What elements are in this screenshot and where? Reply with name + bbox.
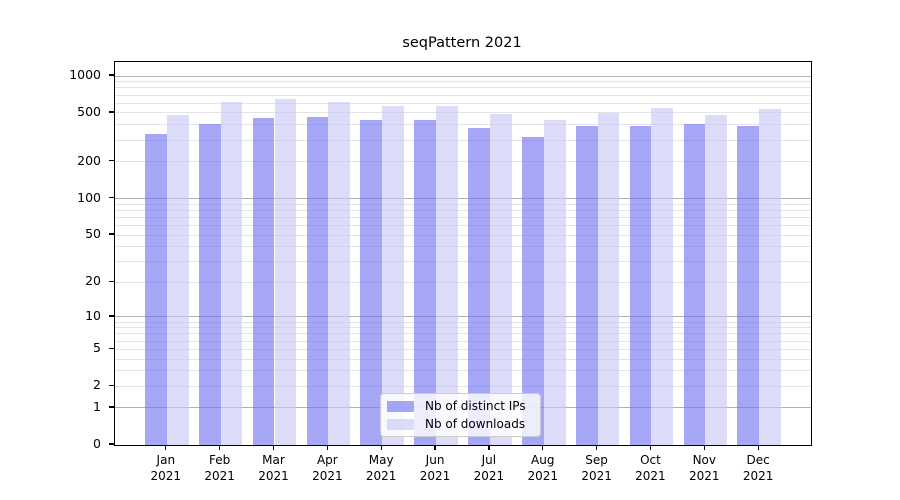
legend-swatch-downloads bbox=[387, 418, 414, 430]
y-tick-label: 200 bbox=[77, 152, 101, 168]
gridline-minor bbox=[115, 281, 811, 283]
x-tick-label: Aug 2021 bbox=[527, 453, 559, 483]
gridline-minor bbox=[115, 81, 811, 83]
bar-distinct-ips-nov bbox=[683, 124, 706, 445]
bar-distinct-ips-aug bbox=[521, 136, 544, 445]
gridline-minor bbox=[115, 203, 811, 205]
gridline-minor bbox=[115, 340, 811, 342]
y-tick-label: 100 bbox=[77, 189, 101, 205]
x-tick-label: Jun 2021 bbox=[419, 453, 451, 483]
gridline-minor bbox=[115, 385, 811, 387]
bars-layer bbox=[115, 62, 811, 445]
y-tick-label: 2 bbox=[93, 377, 101, 393]
legend: Nb of distinct IPs Nb of downloads bbox=[380, 393, 541, 437]
bar-distinct-ips-apr bbox=[306, 116, 329, 445]
bar-downloads-oct bbox=[651, 108, 674, 445]
y-tick-label: 10 bbox=[85, 307, 101, 323]
bar-distinct-ips-mar bbox=[252, 118, 275, 445]
bar-distinct-ips-may bbox=[360, 119, 383, 445]
gridline-major bbox=[115, 75, 811, 77]
y-tick-label: 5 bbox=[93, 340, 101, 356]
gridline-minor bbox=[115, 370, 811, 372]
gridline-minor bbox=[115, 348, 811, 350]
legend-label-downloads: Nb of downloads bbox=[425, 417, 526, 431]
x-tick-label: Jan 2021 bbox=[150, 453, 182, 483]
legend-item-downloads: Nb of downloads bbox=[387, 415, 532, 433]
gridline-minor bbox=[115, 246, 811, 248]
bar-distinct-ips-feb bbox=[198, 124, 221, 445]
bar-distinct-ips-dec bbox=[737, 125, 760, 445]
gridline-minor bbox=[115, 102, 811, 104]
gridline-minor bbox=[115, 234, 811, 236]
plot-area bbox=[114, 61, 812, 446]
gridline-minor bbox=[115, 358, 811, 360]
y-tick-label: 20 bbox=[85, 273, 101, 289]
bar-distinct-ips-jan bbox=[145, 133, 167, 445]
x-tick-label: Feb 2021 bbox=[204, 453, 235, 483]
gridline-minor bbox=[115, 333, 811, 335]
y-tick-label: 50 bbox=[85, 225, 101, 241]
gridline-minor bbox=[115, 209, 811, 211]
gridline-minor bbox=[115, 112, 811, 114]
bar-downloads-jan bbox=[166, 115, 189, 445]
gridline-minor bbox=[115, 161, 811, 163]
y-tick-label: 1 bbox=[93, 398, 101, 414]
gridline-minor bbox=[115, 224, 811, 226]
x-tick-label: Apr 2021 bbox=[312, 453, 343, 483]
x-tick-label: Oct 2021 bbox=[635, 453, 666, 483]
bar-downloads-sep bbox=[597, 112, 620, 445]
x-tick-label: Jul 2021 bbox=[473, 453, 505, 483]
bar-distinct-ips-oct bbox=[629, 125, 652, 445]
bar-downloads-jun bbox=[436, 105, 458, 445]
bar-downloads-feb bbox=[220, 101, 243, 445]
gridline-minor bbox=[115, 327, 811, 329]
bar-downloads-dec bbox=[759, 109, 781, 445]
gridline-minor bbox=[115, 139, 811, 141]
x-tick-label: May 2021 bbox=[365, 453, 397, 483]
legend-swatch-distinct-ips bbox=[387, 400, 414, 412]
x-tick-label: Dec 2021 bbox=[742, 453, 774, 483]
x-tick-label: Sep 2021 bbox=[581, 453, 612, 483]
gridlines-layer bbox=[115, 62, 811, 445]
bar-downloads-apr bbox=[328, 101, 351, 445]
bar-downloads-may bbox=[382, 105, 404, 445]
legend-item-distinct-ips: Nb of distinct IPs bbox=[387, 397, 532, 415]
bar-downloads-jul bbox=[489, 114, 512, 445]
bar-downloads-mar bbox=[274, 99, 297, 445]
gridline-major bbox=[115, 198, 811, 200]
gridline-minor bbox=[115, 321, 811, 323]
x-tick-label: Nov 2021 bbox=[689, 453, 720, 483]
gridline-minor bbox=[115, 87, 811, 89]
chart-title: seqPattern 2021 bbox=[402, 35, 522, 51]
gridline-minor bbox=[115, 216, 811, 218]
x-tick-label: Mar 2021 bbox=[258, 453, 289, 483]
bar-downloads-nov bbox=[705, 115, 728, 445]
bar-distinct-ips-jun bbox=[414, 119, 437, 445]
y-tick-label: 0 bbox=[93, 436, 101, 451]
y-tick-label: 500 bbox=[77, 103, 101, 119]
gridline-minor bbox=[115, 94, 811, 96]
legend-label-distinct-ips: Nb of distinct IPs bbox=[425, 399, 526, 413]
gridline-minor bbox=[115, 261, 811, 263]
y-tick-label: 1000 bbox=[69, 67, 101, 82]
bar-downloads-aug bbox=[543, 120, 566, 445]
bar-distinct-ips-sep bbox=[575, 126, 598, 445]
gridline-major bbox=[115, 316, 811, 318]
bar-distinct-ips-jul bbox=[468, 128, 490, 445]
gridline-minor bbox=[115, 124, 811, 126]
